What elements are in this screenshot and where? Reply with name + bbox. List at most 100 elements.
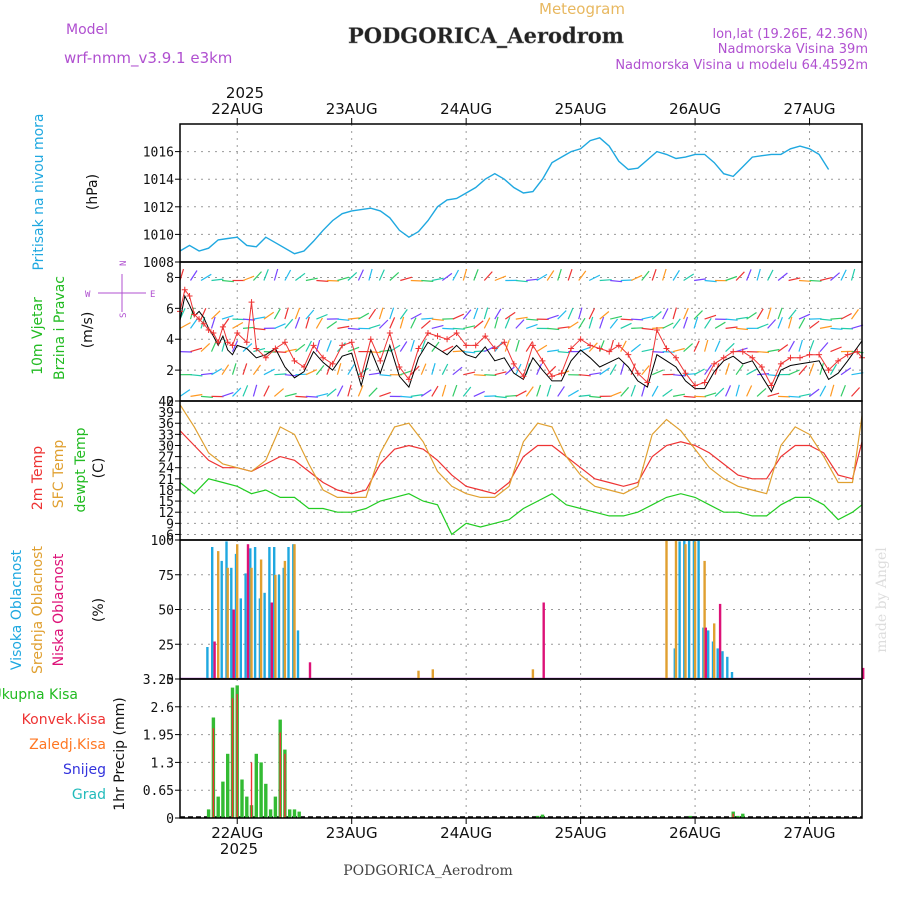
wind-barb — [714, 340, 721, 352]
wind-barb — [452, 269, 460, 281]
wind-barb — [211, 310, 221, 320]
temperature-ytick-label: 9 — [166, 517, 174, 532]
wind-gust-marker — [701, 379, 708, 386]
wind-barb — [631, 318, 644, 321]
temperature-ylabel: 2m Temp SFC Temp dewpt Temp (C) — [30, 427, 107, 512]
svg-text:(C): (C) — [91, 458, 107, 479]
wind-gust-marker — [358, 373, 365, 380]
wind-barb — [840, 367, 852, 376]
wind-barb — [714, 321, 726, 329]
wind-barb — [337, 276, 350, 282]
wind-barb — [347, 364, 355, 376]
wind-barb — [683, 307, 689, 320]
wind-barb — [840, 327, 854, 330]
temperature-ytick-label: 30 — [158, 439, 174, 454]
wind-barb — [253, 316, 266, 320]
wind-barb — [798, 393, 811, 397]
wind-barb — [368, 351, 381, 354]
wind-barb — [295, 373, 308, 376]
wind-gust-marker — [339, 342, 346, 349]
wind-gust-marker — [253, 345, 260, 352]
wind-frame — [179, 261, 863, 402]
model-elevation: Nadmorska Visina u modelu 64.4592m — [615, 58, 868, 73]
wind-barb — [483, 317, 491, 329]
wind-barb — [536, 363, 543, 375]
wind-barb — [567, 269, 573, 281]
wind-gust-marker — [587, 342, 594, 349]
wind-barb — [294, 307, 301, 320]
wind-barb — [263, 385, 270, 397]
wind-barb — [357, 269, 364, 281]
cloud-mid-bar — [236, 544, 239, 679]
wind-barb — [704, 317, 712, 329]
xtick-label-bottom: 26AUG — [669, 824, 721, 842]
wind-barb — [735, 364, 744, 376]
wind-barb — [851, 387, 861, 397]
wind-gust-marker — [215, 339, 222, 346]
wind-gust-line — [179, 288, 863, 387]
wind-barb — [284, 374, 297, 377]
year-label-bottom: 2025 — [220, 840, 258, 858]
wind-gust-marker — [568, 345, 575, 352]
wind-barb — [578, 307, 583, 320]
wind-gust-marker — [210, 330, 217, 337]
wind-barb — [463, 325, 476, 329]
wind-barb — [494, 371, 507, 376]
pressure-ytick-label: 1014 — [143, 173, 174, 188]
wind-barb — [840, 384, 846, 397]
wind-barb — [567, 321, 579, 329]
wind-barb — [756, 268, 761, 281]
wind-barb — [378, 269, 385, 281]
wind-barb — [714, 387, 725, 397]
svg-text:Visoka Oblacnost: Visoka Oblacnost — [9, 549, 25, 670]
wind-barb — [399, 309, 408, 320]
precip-ytick-label: 2.6 — [151, 701, 174, 716]
precip-ytick-label: 1.3 — [151, 756, 174, 771]
wind-barb — [515, 316, 528, 320]
wind-gust-marker — [520, 373, 527, 380]
precip-conv-bar — [212, 728, 215, 818]
wind-barb — [179, 322, 191, 329]
wind-barb — [336, 385, 344, 397]
cloud-mid-bar — [274, 574, 277, 680]
wind-barb — [410, 394, 423, 397]
precip-conv-bar — [284, 753, 286, 818]
wind-barb — [620, 340, 627, 352]
wind-barb — [704, 314, 717, 320]
wind-barb — [305, 316, 310, 329]
svg-text:Pritisak na nivou mora: Pritisak na nivou mora — [31, 113, 47, 270]
wind-barb — [410, 312, 422, 320]
wind-barb — [337, 325, 350, 329]
wind-barb — [494, 316, 499, 329]
wind-barb — [315, 365, 325, 376]
wind-gust-marker — [797, 354, 803, 361]
wind-barb — [399, 316, 405, 329]
wind-gust-marker — [653, 326, 660, 333]
precip-total-bar — [288, 809, 292, 818]
wind-barb — [557, 351, 570, 354]
clouds-ytick-label: 50 — [158, 604, 174, 619]
wind-barb — [326, 388, 337, 397]
wind-gust-marker — [644, 379, 651, 386]
cloud-mid-bar — [293, 544, 296, 679]
wind-barb — [231, 340, 239, 352]
wind-barb — [410, 317, 417, 329]
wind-barb — [546, 270, 555, 281]
wind-barb — [736, 327, 749, 331]
wind-barb — [725, 275, 738, 282]
wind-gust-marker — [386, 330, 393, 337]
wind-barb — [284, 392, 297, 397]
xtick-label-top: 26AUG — [669, 100, 721, 118]
wind-barb — [525, 386, 534, 397]
wind-gust-marker — [529, 342, 536, 349]
wind-gust-marker — [482, 333, 489, 340]
precip-total-bar — [688, 815, 692, 818]
wind-barb — [557, 310, 567, 320]
wind-barb — [725, 326, 738, 329]
wind-barb — [798, 279, 812, 282]
wind-barb — [431, 318, 444, 321]
wind-barb — [589, 395, 602, 399]
wind-gust-marker — [510, 360, 517, 367]
wind-barb — [284, 269, 292, 281]
wind-barb — [378, 307, 384, 320]
